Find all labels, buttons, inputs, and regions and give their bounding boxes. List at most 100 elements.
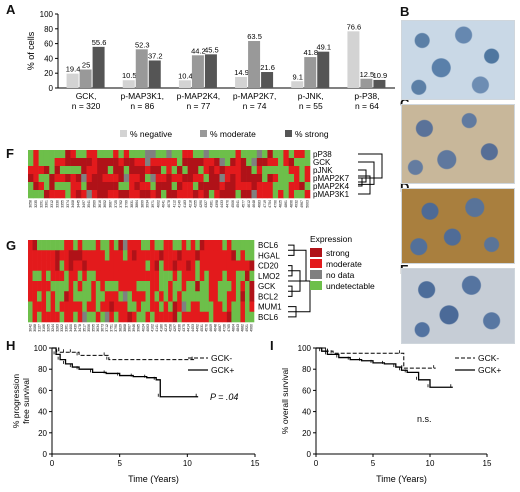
heatmap-cell bbox=[171, 158, 178, 167]
heatmap-cell bbox=[122, 250, 128, 261]
heatmap-cell bbox=[204, 281, 210, 292]
heatmap-cell bbox=[65, 150, 71, 159]
heatmap-cell bbox=[240, 240, 246, 251]
heatmap-cell bbox=[118, 250, 124, 261]
x-tick-label: 10 bbox=[183, 459, 192, 468]
heatmap-cell bbox=[226, 291, 232, 302]
category-label: p-MAP3K1, bbox=[121, 91, 164, 101]
heatmap-cell bbox=[267, 150, 274, 159]
heatmap-cell bbox=[262, 158, 268, 167]
heatmap-cell bbox=[246, 182, 252, 191]
heatmap-cell bbox=[86, 158, 93, 167]
bar bbox=[317, 51, 330, 88]
heatmap-cell bbox=[55, 311, 60, 323]
heatmap-cell bbox=[244, 240, 250, 251]
heatmap-cell bbox=[150, 281, 155, 292]
heatmap-cell bbox=[59, 182, 66, 191]
heatmap-cell bbox=[246, 158, 252, 167]
heatmap-cell bbox=[168, 270, 173, 282]
heatmap-cell bbox=[240, 166, 247, 175]
column-label: 4683 bbox=[257, 200, 261, 208]
heatmap-cell bbox=[278, 166, 284, 175]
heatmap-cell bbox=[59, 150, 66, 159]
heatmap-cell bbox=[219, 174, 226, 183]
heatmap-cell bbox=[118, 150, 125, 159]
heatmap-cell bbox=[64, 281, 69, 292]
heatmap-cell bbox=[190, 250, 196, 261]
column-label: 3971 bbox=[151, 200, 155, 208]
heatmap-cell bbox=[172, 270, 178, 282]
heatmap-cell bbox=[240, 174, 247, 183]
heatmap-cell bbox=[177, 240, 182, 251]
heatmap-cell bbox=[46, 301, 51, 313]
heatmap-cell bbox=[182, 150, 188, 159]
x-tick-label: 10 bbox=[426, 459, 435, 468]
heatmap-cell bbox=[28, 166, 34, 175]
heatmap-cell bbox=[75, 190, 82, 199]
y-tick-label: 0 bbox=[43, 450, 48, 459]
column-label: 3301 bbox=[45, 200, 49, 208]
heatmap-cell bbox=[104, 270, 110, 282]
heatmap-cell bbox=[187, 190, 194, 199]
heatmap-cell bbox=[213, 250, 219, 261]
legend-swatch bbox=[285, 130, 292, 137]
heatmap-cell bbox=[288, 182, 295, 191]
column-label: 3355 bbox=[61, 200, 65, 208]
heatmap-cell bbox=[198, 182, 204, 191]
heatmap-cell bbox=[59, 270, 65, 282]
heatmap-cell bbox=[299, 182, 305, 191]
row-label: CD20 bbox=[258, 262, 279, 271]
y-axis-title: % of cells bbox=[26, 31, 36, 70]
heatmap-cell bbox=[82, 281, 88, 292]
heatmap-cell bbox=[190, 260, 196, 272]
heatmap-cell bbox=[208, 270, 214, 282]
heatmap-cell bbox=[64, 301, 69, 313]
heatmap-cell bbox=[171, 150, 178, 159]
x-tick-label: 0 bbox=[50, 459, 55, 468]
heatmap-cell bbox=[244, 270, 250, 282]
heatmap-cell bbox=[129, 150, 135, 159]
heatmap-cell bbox=[139, 182, 146, 191]
legend-label: moderate bbox=[326, 259, 362, 269]
column-label: 3595 bbox=[92, 324, 96, 332]
row-label: pMAP2K7 bbox=[313, 174, 350, 183]
micrograph-b-image bbox=[401, 20, 515, 100]
heatmap-cell bbox=[230, 166, 236, 175]
heatmap-cell bbox=[109, 240, 115, 251]
row-label: MUM1 bbox=[258, 303, 282, 312]
panel-label-b: B bbox=[400, 4, 410, 19]
heatmap-cell bbox=[192, 150, 199, 159]
heatmap-cell bbox=[68, 260, 74, 272]
bar-value-label: 9.1 bbox=[293, 72, 303, 81]
heatmap-cell bbox=[182, 174, 188, 183]
heatmap-cell bbox=[244, 311, 250, 323]
heatmap-cell bbox=[145, 250, 151, 261]
heatmap-cell bbox=[150, 291, 155, 302]
column-label: 3864 bbox=[135, 200, 139, 208]
heatmap-cell bbox=[145, 240, 151, 251]
heatmap-cell bbox=[28, 190, 34, 199]
heatmap-cell bbox=[38, 182, 45, 191]
heatmap-cell bbox=[65, 182, 71, 191]
column-label: 4790 bbox=[273, 200, 277, 208]
heatmap-cell bbox=[141, 240, 146, 251]
heatmap-cell bbox=[154, 250, 160, 261]
heatmap-cell bbox=[50, 260, 56, 272]
heatmap-cell bbox=[136, 311, 142, 323]
heatmap-cell bbox=[159, 260, 164, 272]
heatmap-cell bbox=[100, 260, 106, 272]
heatmap-cell bbox=[41, 311, 47, 323]
heatmap-cell bbox=[82, 291, 88, 302]
heatmap-cell bbox=[182, 190, 188, 199]
heatmap-cell bbox=[171, 166, 178, 175]
heatmap-cell bbox=[28, 301, 33, 313]
heatmap-cell bbox=[141, 311, 146, 323]
heatmap-cell bbox=[28, 311, 33, 323]
heatmap-cell bbox=[163, 250, 169, 261]
heatmap-cell bbox=[123, 150, 130, 159]
heatmap-cell bbox=[155, 158, 162, 167]
heatmap-cell bbox=[217, 270, 223, 282]
heatmap-cell bbox=[59, 166, 66, 175]
heatmap-cell bbox=[283, 190, 290, 199]
heatmap-cell bbox=[272, 166, 279, 175]
